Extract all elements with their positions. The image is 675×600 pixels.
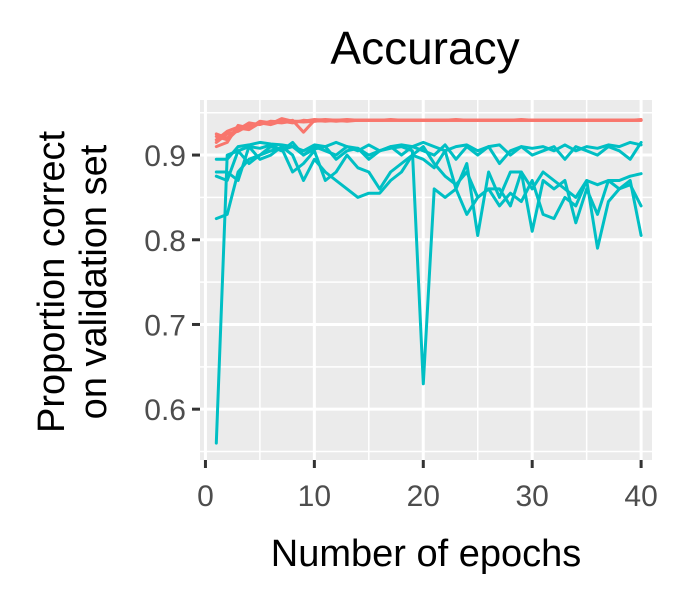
y-axis-title-line-2: on validation set xyxy=(73,144,115,419)
y-tick-label: 0.9 xyxy=(144,140,186,173)
y-tick-label: 0.6 xyxy=(144,394,186,427)
series-line-group_b-7 xyxy=(214,146,643,237)
series-line-group_b-8 xyxy=(214,145,643,208)
x-tick-label: 20 xyxy=(407,480,440,513)
series-line-group_b-10 xyxy=(214,140,643,182)
y-axis: 0.6 0.7 0.8 0.9 xyxy=(144,140,200,427)
grid-minor xyxy=(200,100,652,460)
x-tick-label: 40 xyxy=(624,480,657,513)
series-line-group_a-5 xyxy=(214,118,643,142)
chart-title: Accuracy xyxy=(330,22,519,74)
x-axis: 0 10 20 30 40 xyxy=(197,460,658,513)
y-axis-title: Proportion correct on validation set xyxy=(31,131,115,433)
x-axis-title: Number of epochs xyxy=(271,533,582,575)
y-tick-label: 0.8 xyxy=(144,225,186,258)
x-tick-label: 0 xyxy=(197,480,214,513)
series-layer xyxy=(214,117,643,445)
y-tick-label: 0.7 xyxy=(144,309,186,342)
x-tick-label: 30 xyxy=(516,480,549,513)
y-axis-title-line-1: Proportion correct xyxy=(31,131,73,433)
x-tick-label: 10 xyxy=(298,480,331,513)
